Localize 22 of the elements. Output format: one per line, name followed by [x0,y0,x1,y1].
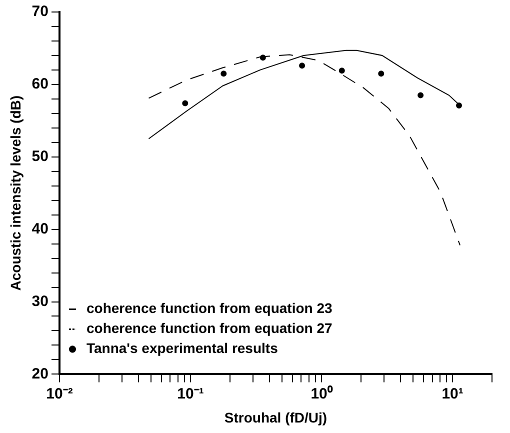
y-tick-label: 60 [32,76,48,93]
y-tick-label: 50 [32,148,48,166]
point [378,70,384,77]
point [299,62,306,69]
y-tick-label: 40 [32,220,48,238]
point [182,100,188,106]
x-tick-label: 10⁻¹ [177,385,204,402]
legend-label: Tanna's experimental results [86,340,278,356]
point [418,92,424,98]
y-tick-label: 20 [32,365,48,382]
legend-label: coherence function from equation 27 [86,320,333,336]
point [456,102,462,108]
point [220,70,227,77]
x-tick-label: 10⁻² [46,385,73,402]
x-axis-title: Strouhal (fD/Uj) [224,409,328,426]
point [338,68,345,74]
x-tick-label: 10⁰ [310,384,334,402]
legend-label: coherence function from equation 23 [86,300,333,316]
x-tick-label: 10¹ [442,385,464,402]
y-tick-label: 70 [32,3,48,20]
y-axis-title: Acoustic intensity levels (dB) [7,95,24,291]
y-tick-label: 30 [32,292,48,310]
